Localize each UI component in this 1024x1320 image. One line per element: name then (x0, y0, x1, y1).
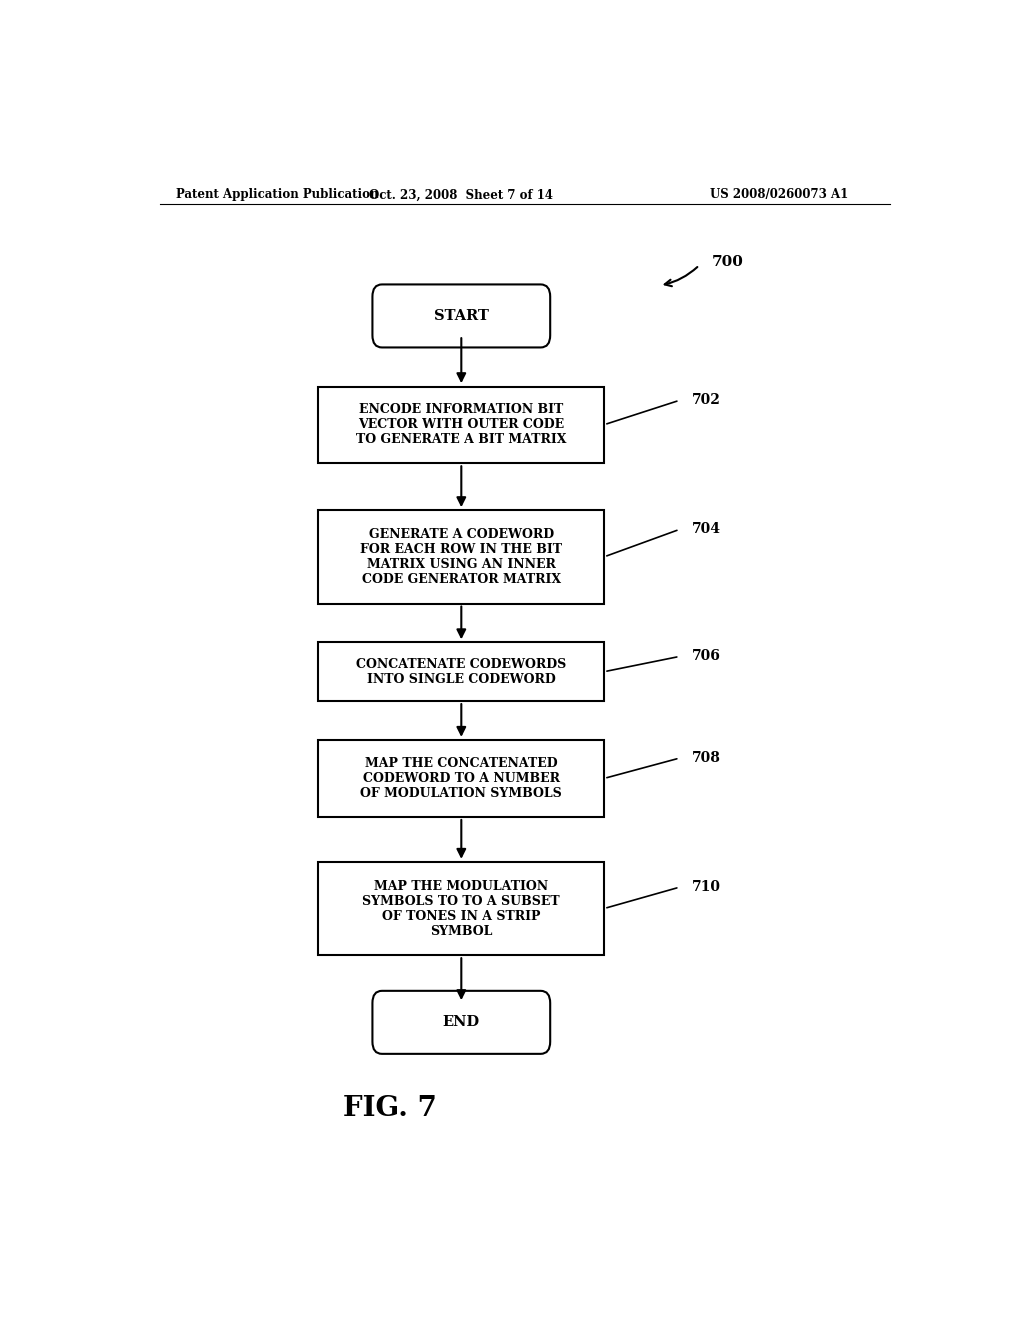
Text: ENCODE INFORMATION BIT
VECTOR WITH OUTER CODE
TO GENERATE A BIT MATRIX: ENCODE INFORMATION BIT VECTOR WITH OUTER… (356, 403, 566, 446)
Text: 700: 700 (712, 255, 743, 269)
Bar (318, 643, 604, 701)
Text: FIG. 7: FIG. 7 (343, 1096, 437, 1122)
FancyBboxPatch shape (373, 284, 550, 347)
Text: Patent Application Publication: Patent Application Publication (176, 189, 378, 202)
Text: GENERATE A CODEWORD
FOR EACH ROW IN THE BIT
MATRIX USING AN INNER
CODE GENERATOR: GENERATE A CODEWORD FOR EACH ROW IN THE … (360, 528, 562, 586)
Text: Oct. 23, 2008  Sheet 7 of 14: Oct. 23, 2008 Sheet 7 of 14 (370, 189, 553, 202)
Text: CONCATENATE CODEWORDS
INTO SINGLE CODEWORD: CONCATENATE CODEWORDS INTO SINGLE CODEWO… (356, 657, 566, 685)
Bar (318, 741, 604, 817)
Text: 708: 708 (691, 751, 720, 766)
Text: END: END (442, 1015, 480, 1030)
Text: 704: 704 (691, 523, 721, 536)
Text: 702: 702 (691, 393, 720, 408)
Text: MAP THE MODULATION
SYMBOLS TO TO A SUBSET
OF TONES IN A STRIP
SYMBOL: MAP THE MODULATION SYMBOLS TO TO A SUBSE… (362, 879, 560, 937)
Bar (318, 510, 604, 603)
FancyBboxPatch shape (373, 991, 550, 1053)
Text: 706: 706 (691, 649, 720, 664)
Bar (318, 387, 604, 463)
Text: START: START (434, 309, 488, 323)
Bar (318, 862, 604, 956)
Text: 710: 710 (691, 880, 721, 894)
Text: MAP THE CONCATENATED
CODEWORD TO A NUMBER
OF MODULATION SYMBOLS: MAP THE CONCATENATED CODEWORD TO A NUMBE… (360, 756, 562, 800)
Text: US 2008/0260073 A1: US 2008/0260073 A1 (710, 189, 848, 202)
